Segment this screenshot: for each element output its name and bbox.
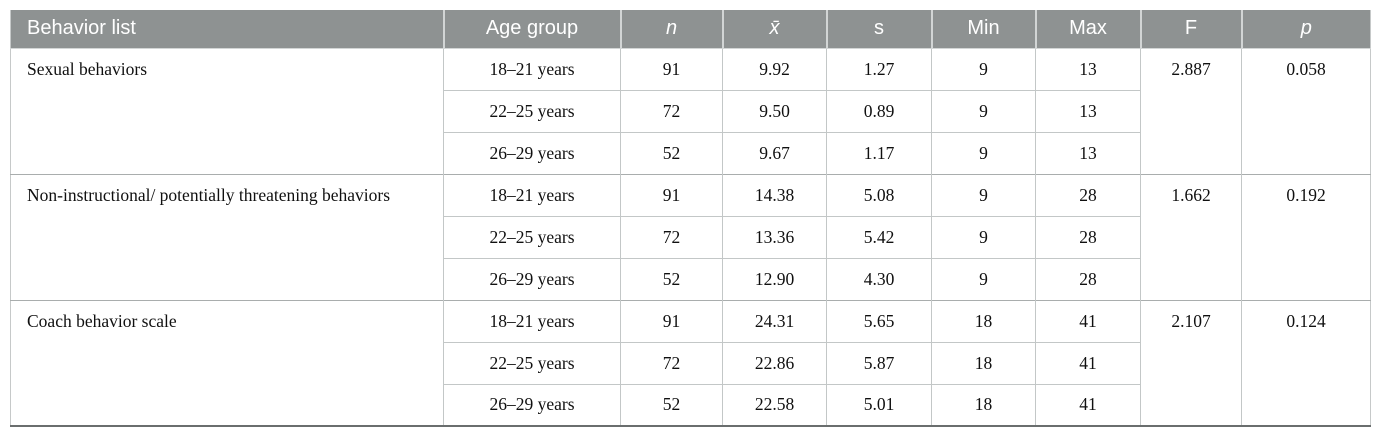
s-cell: 5.65 — [826, 299, 932, 342]
min-cell: 9 — [931, 257, 1036, 300]
mean-cell: 22.58 — [722, 383, 827, 426]
min-cell: 18 — [931, 341, 1036, 384]
max-cell: 13 — [1035, 131, 1141, 174]
max-cell: 13 — [1035, 47, 1141, 90]
age-group-cell: 26–29 years — [443, 383, 621, 426]
n-cell: 52 — [620, 383, 723, 426]
table-row: Sexual behaviors 18–21 years 91 9.92 1.2… — [10, 47, 1371, 174]
col-header-f: F — [1139, 10, 1242, 48]
min-cell: 9 — [931, 89, 1036, 132]
min-cell: 18 — [931, 299, 1036, 342]
mean-cell: 9.50 — [722, 89, 827, 132]
table-row: 22–25 years 72 9.50 0.89 9 13 — [11, 89, 1371, 132]
min-cell: 9 — [931, 173, 1036, 216]
mean-cell: 14.38 — [722, 173, 827, 216]
f-value-cell: 2.887 — [1140, 47, 1242, 174]
p-value-cell: 0.192 — [1241, 173, 1371, 300]
age-group-cell: 22–25 years — [443, 89, 621, 132]
col-header-max: Max — [1034, 10, 1141, 48]
n-cell: 72 — [620, 341, 723, 384]
behavior-label-cell: Coach behavior scale — [10, 299, 444, 426]
f-value-cell: 2.107 — [1140, 299, 1242, 426]
min-cell: 18 — [931, 383, 1036, 426]
table-row: Non-instructional/ potentially threateni… — [10, 173, 1371, 300]
mean-cell: 9.67 — [722, 131, 827, 174]
p-value-cell: 0.058 — [1241, 47, 1371, 174]
n-cell: 72 — [620, 89, 723, 132]
f-value-cell: 1.662 — [1140, 173, 1242, 300]
max-cell: 28 — [1035, 173, 1141, 216]
n-cell: 52 — [620, 131, 723, 174]
col-header-n: n — [619, 10, 723, 48]
age-group-cell: 22–25 years — [443, 215, 621, 258]
age-group-cell: 26–29 years — [443, 131, 621, 174]
col-header-min: Min — [930, 10, 1036, 48]
col-header-p: p — [1240, 10, 1371, 48]
table-row: 26–29 years 52 9.67 1.17 9 13 — [11, 131, 1371, 174]
age-group-cell: 18–21 years — [443, 173, 621, 216]
n-cell: 72 — [620, 215, 723, 258]
table-header: Behavior list Age group n x̄ s Min Max F… — [10, 10, 1371, 48]
max-cell: 41 — [1035, 383, 1141, 426]
max-cell: 13 — [1035, 89, 1141, 132]
col-header-behavior-list: Behavior list — [10, 10, 444, 48]
n-cell: 91 — [620, 47, 723, 90]
col-header-age-group: Age group — [442, 10, 621, 48]
table-row: 22–25 years 72 13.36 5.42 9 28 — [11, 215, 1371, 258]
mean-cell: 22.86 — [722, 341, 827, 384]
s-cell: 0.89 — [826, 89, 932, 132]
table-row: Coach behavior scale 18–21 years 91 24.3… — [10, 299, 1371, 426]
s-cell: 5.87 — [826, 341, 932, 384]
header-row: Behavior list Age group n x̄ s Min Max F… — [10, 10, 1371, 48]
age-group-cell: 18–21 years — [443, 299, 621, 342]
n-cell: 52 — [620, 257, 723, 300]
table-body: Sexual behaviors 18–21 years 91 9.92 1.2… — [10, 47, 1371, 426]
mean-cell: 24.31 — [722, 299, 827, 342]
min-cell: 9 — [931, 47, 1036, 90]
col-header-mean: x̄ — [721, 10, 827, 48]
max-cell: 28 — [1035, 215, 1141, 258]
s-cell: 1.27 — [826, 47, 932, 90]
s-cell: 5.08 — [826, 173, 932, 216]
behavior-label-cell: Sexual behaviors — [10, 47, 444, 174]
n-cell: 91 — [620, 173, 723, 216]
min-cell: 9 — [931, 215, 1036, 258]
max-cell: 41 — [1035, 299, 1141, 342]
table-row: 26–29 years 52 22.58 5.01 18 41 — [11, 383, 1371, 426]
p-value-cell: 0.124 — [1241, 299, 1371, 426]
col-header-s: s — [825, 10, 932, 48]
mean-cell: 12.90 — [722, 257, 827, 300]
table-row: 26–29 years 52 12.90 4.30 9 28 — [11, 257, 1371, 300]
n-cell: 91 — [620, 299, 723, 342]
s-cell: 1.17 — [826, 131, 932, 174]
max-cell: 28 — [1035, 257, 1141, 300]
max-cell: 41 — [1035, 341, 1141, 384]
descriptive-statistics-table: Behavior list Age group n x̄ s Min Max F… — [10, 10, 1371, 427]
age-group-cell: 26–29 years — [443, 257, 621, 300]
behavior-label-cell: Non-instructional/ potentially threateni… — [10, 173, 444, 300]
age-group-cell: 22–25 years — [443, 341, 621, 384]
s-cell: 4.30 — [826, 257, 932, 300]
mean-cell: 13.36 — [722, 215, 827, 258]
min-cell: 9 — [931, 131, 1036, 174]
s-cell: 5.42 — [826, 215, 932, 258]
age-group-cell: 18–21 years — [443, 47, 621, 90]
table-row: 22–25 years 72 22.86 5.87 18 41 — [11, 341, 1371, 384]
s-cell: 5.01 — [826, 383, 932, 426]
mean-cell: 9.92 — [722, 47, 827, 90]
